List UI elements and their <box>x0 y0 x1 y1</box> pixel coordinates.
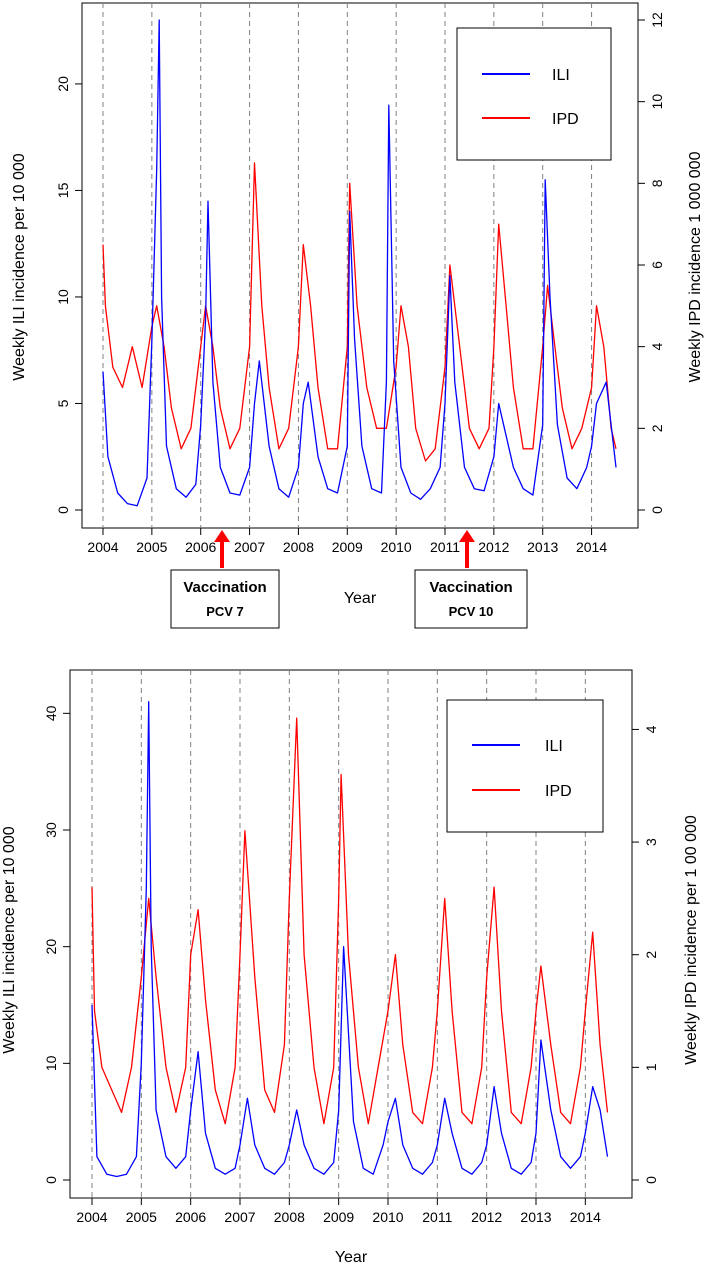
bottom-y-left-tick-label-0: 0 <box>43 1176 59 1184</box>
bottom-y-left-tick-label-20: 20 <box>43 939 59 955</box>
top-x-axis-title: Year <box>344 590 377 607</box>
bottom-chart: 2004 2005 2006 2007 2008 2009 2010 2011 2012 2013… <box>1 669 700 1266</box>
top-x-ticks: 2004 2005 2006 2007 2008 2009 2010 2011 2012 2013… <box>87 528 607 555</box>
bottom-x-tick-label-2007: 2007 <box>224 1209 255 1225</box>
top-x-tick-label-2005: 2005 <box>136 539 167 555</box>
bottom-x-tick-label-2008: 2008 <box>274 1209 305 1225</box>
top-x-tick-label-2008: 2008 <box>283 539 314 555</box>
top-x-tick-label-2013: 2013 <box>527 539 558 555</box>
bottom-x-tick-label-2005: 2005 <box>126 1209 157 1225</box>
annotation-pcv7-box <box>170 569 280 629</box>
annotation-pcv7-arrow-head <box>214 530 230 542</box>
top-y-right-tick-label-0: 0 <box>649 506 665 514</box>
top-legend-ili-label: ILI <box>552 67 570 84</box>
bottom-plot-frame <box>69 669 633 1199</box>
bottom-legend-ili-label: ILI <box>545 738 563 755</box>
top-y-left-tick-label-0: 0 <box>55 506 71 514</box>
bottom-y-axis-title-right: Weekly IPD incidence per 1 00 000 <box>683 815 700 1065</box>
top-y-axis-title-right: Weekly IPD incidence 1 000 000 <box>687 151 704 382</box>
annotation-pcv10-box <box>414 569 528 629</box>
top-y-left-tick-label-20: 20 <box>55 76 71 92</box>
bottom-y-left-tick-label-30: 30 <box>43 822 59 838</box>
top-y-right-tick-label-2: 2 <box>649 424 665 432</box>
top-x-tick-label-2006: 2006 <box>185 539 216 555</box>
bottom-y-right-tick-label-0: 0 <box>643 1176 659 1184</box>
top-series-ipd-line <box>102 162 617 462</box>
top-y-right-tick-label-8: 8 <box>649 179 665 187</box>
annotation-pcv7: Vaccination PCV 7 <box>170 530 280 629</box>
top-y-right-tick-label-4: 4 <box>649 343 665 351</box>
bottom-x-tick-label-2011: 2011 <box>422 1209 452 1225</box>
top-chart: 2004 2005 2006 2007 2008 2009 2010 2011 2012 2013… <box>11 2 704 629</box>
bottom-x-tick-label-2014: 2014 <box>570 1209 601 1225</box>
top-y-axis-title-left: Weekly ILI incidence per 10 000 <box>11 153 28 381</box>
top-x-tick-label-2012: 2012 <box>478 539 509 555</box>
bottom-x-tick-label-2009: 2009 <box>323 1209 354 1225</box>
top-x-tick-label-2011: 2011 <box>430 539 460 555</box>
bottom-series-ipd-line <box>91 717 609 1125</box>
top-y-ticks-left: 0 5 10 15 20 <box>55 76 82 514</box>
top-y-left-tick-label-5: 5 <box>55 399 71 407</box>
top-x-tick-label-2010: 2010 <box>381 539 412 555</box>
bottom-y-right-tick-label-4: 4 <box>643 725 659 733</box>
top-x-tick-label-2007: 2007 <box>234 539 265 555</box>
bottom-y-left-tick-label-40: 40 <box>43 705 59 721</box>
top-y-right-tick-label-10: 10 <box>649 94 665 110</box>
bottom-x-tick-label-2012: 2012 <box>471 1209 502 1225</box>
top-legend-ipd-label: IPD <box>552 111 579 128</box>
top-series-ili-line <box>102 19 617 507</box>
bottom-x-tick-label-2013: 2013 <box>520 1209 551 1225</box>
top-y-right-tick-label-6: 6 <box>649 261 665 269</box>
top-x-tick-label-2014: 2014 <box>576 539 607 555</box>
top-legend-box <box>456 27 612 161</box>
bottom-y-right-tick-label-2: 2 <box>643 951 659 959</box>
annotation-pcv10: Vaccination PCV 10 <box>414 530 528 629</box>
bottom-legend-ipd-label: IPD <box>545 783 572 800</box>
bottom-y-left-tick-label-10: 10 <box>43 1055 59 1071</box>
bottom-y-right-tick-label-3: 3 <box>643 838 659 846</box>
top-legend: ILI IPD <box>456 27 612 161</box>
bottom-legend: ILI IPD <box>446 699 604 833</box>
bottom-y-axis-title-left: Weekly ILI incidence per 10 000 <box>1 826 18 1054</box>
bottom-y-ticks-right: 0 1 2 3 4 <box>632 725 659 1184</box>
bottom-x-tick-label-2010: 2010 <box>372 1209 403 1225</box>
annotation-pcv7-title: Vaccination <box>183 579 266 596</box>
bottom-grid <box>91 670 586 1198</box>
bottom-legend-box <box>446 699 604 833</box>
annotation-pcv10-title: Vaccination <box>429 579 512 596</box>
bottom-series-ili-line <box>91 701 609 1178</box>
annotation-pcv7-subtitle: PCV 7 <box>206 604 244 619</box>
bottom-y-ticks-left: 0 10 20 30 40 <box>43 705 70 1184</box>
top-y-right-tick-label-12: 12 <box>649 12 665 28</box>
bottom-x-tick-label-2006: 2006 <box>175 1209 206 1225</box>
bottom-series <box>91 701 609 1178</box>
top-series <box>102 19 617 507</box>
top-y-ticks-right: 0 2 4 6 8 10 12 <box>638 12 665 514</box>
bottom-x-tick-label-2004: 2004 <box>76 1209 107 1225</box>
annotation-pcv10-subtitle: PCV 10 <box>449 604 494 619</box>
annotation-pcv10-arrow-head <box>459 530 475 542</box>
top-x-tick-label-2004: 2004 <box>87 539 118 555</box>
bottom-y-right-tick-label-1: 1 <box>643 1063 659 1071</box>
bottom-x-axis-title: Year <box>335 1249 368 1266</box>
bottom-x-ticks: 2004 2005 2006 2007 2008 2009 2010 2011 2012 2013… <box>76 1198 601 1225</box>
top-y-left-tick-label-10: 10 <box>55 289 71 305</box>
top-x-tick-label-2009: 2009 <box>332 539 363 555</box>
top-grid <box>102 3 593 528</box>
top-y-left-tick-label-15: 15 <box>55 182 71 198</box>
